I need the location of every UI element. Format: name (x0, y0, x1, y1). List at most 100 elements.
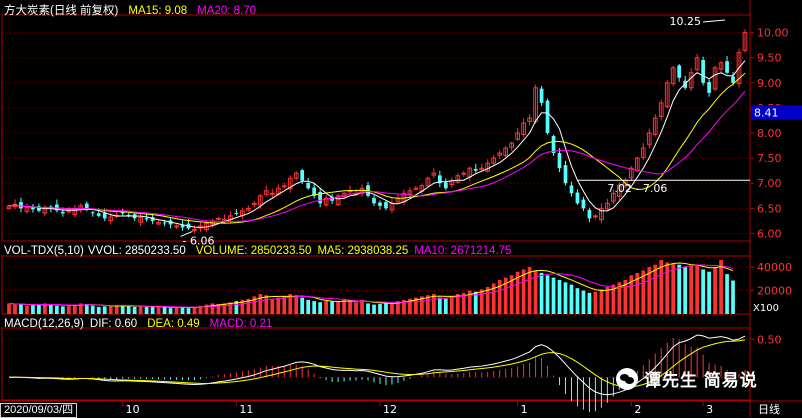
volume-bar (276, 297, 281, 314)
candle-body-down (539, 88, 544, 103)
volume-bar (647, 267, 652, 314)
candle-body-down (120, 211, 125, 214)
vvol-value: VVOL: 2850233.50 (87, 245, 186, 257)
volume-bar (593, 291, 598, 314)
volume-bar (258, 294, 263, 314)
volume-bar (557, 279, 562, 314)
volume-bar (366, 303, 370, 314)
macd-header: MACD(12,26,9) DIF: 0.60 DEA: 0.49 MACD: 0.2… (4, 318, 282, 330)
candle-body-down (318, 192, 323, 204)
candle-body-down (575, 192, 580, 204)
candle-body-down (102, 212, 107, 219)
candle-body-up (515, 132, 520, 140)
ma20-value: MA20: 8.70 (197, 5, 257, 17)
volume-bar (509, 275, 514, 314)
candle-body-up (216, 217, 221, 220)
volume-bar (623, 279, 628, 314)
candle-body-down (84, 203, 89, 210)
volume-bar (132, 306, 137, 314)
candle-body-up (78, 205, 84, 210)
volume-bar (467, 290, 472, 314)
volume-bar (222, 303, 227, 314)
volume-bar (527, 267, 532, 314)
price-tick-label: 7.00 (757, 177, 782, 190)
candle-body-down (90, 212, 95, 214)
candle-body-up (479, 167, 485, 170)
ma15-value: MA15: 9.08 (128, 5, 188, 17)
volume-value: VOLUME: 2850233.50 (195, 245, 312, 257)
volume-bar (7, 303, 11, 314)
volume-bar (138, 305, 143, 314)
candle-body-down (551, 136, 556, 154)
volume-bar (300, 297, 305, 314)
candle-body-up (497, 152, 503, 156)
volume-bar (485, 287, 490, 314)
candle-body-up (503, 147, 509, 156)
current-price-box (751, 105, 802, 120)
volume-bar (551, 277, 556, 314)
candle-body-up (287, 177, 293, 190)
volume-bar (49, 304, 53, 314)
candle-body-up (425, 177, 431, 187)
candle-body-down (378, 202, 382, 206)
volume-bar (43, 303, 47, 314)
volume-bar (455, 294, 460, 314)
volume-bar (66, 305, 71, 314)
candle-body-down (725, 61, 729, 73)
volume-bar (31, 305, 35, 314)
vol-ma5-value: MA5: 2938038.25 (317, 245, 409, 257)
volume-bar (318, 302, 323, 314)
candle-body-up (407, 190, 413, 195)
volume-bar (13, 304, 17, 314)
volume-bar (437, 297, 442, 314)
candle-body-down (162, 222, 167, 224)
price-tick-label: 10.00 (757, 27, 789, 40)
volume-bar (156, 307, 161, 314)
volume-bar (372, 304, 376, 314)
volume-bar (210, 303, 215, 314)
high-annotation-arrow (703, 19, 726, 23)
volume-bar (713, 267, 717, 314)
candle-body-down (31, 207, 35, 210)
main-chart-header: 方大炭素(日线 前复权) MA15: 9.08 MA20: 8.70 (4, 2, 266, 18)
volume-bar (545, 275, 550, 314)
candle-body-down (557, 153, 562, 169)
candle-body-down (330, 196, 334, 201)
volume-bar (408, 298, 412, 314)
volume-bar (324, 301, 328, 314)
volume-bar (72, 304, 77, 314)
candle-body-up (251, 202, 257, 206)
volume-bar (150, 306, 155, 314)
month-label: 2 (634, 403, 641, 416)
volume-bar (354, 302, 358, 314)
volume-bar (539, 272, 544, 314)
volume-bar (192, 306, 197, 314)
candle-body-up (611, 192, 616, 202)
volume-bar (378, 304, 382, 314)
candle-body-up (593, 215, 598, 218)
volume-bar (617, 282, 622, 314)
volume-bar (677, 264, 682, 314)
month-label: 10 (126, 403, 140, 416)
vol-ma10-value: MA10: 2671214.75 (414, 245, 512, 257)
dif-line (8, 334, 746, 396)
volume-bar (563, 282, 568, 314)
volume-bar (719, 260, 723, 314)
month-label: 11 (239, 403, 253, 416)
candle-body-down (19, 202, 23, 209)
volume-bar (683, 267, 688, 314)
candle-body-down (437, 175, 442, 184)
candle-body-up (245, 207, 251, 211)
candle-body-down (37, 206, 41, 211)
volume-bar (479, 289, 484, 314)
candle-body-up (192, 228, 197, 231)
candle-body-up (736, 52, 742, 85)
volume-bar (431, 294, 436, 314)
volume-bar (264, 295, 269, 314)
volume-bar (725, 274, 729, 314)
volume-bar (240, 299, 245, 314)
volume-bar (473, 291, 478, 314)
candle-body-down (563, 165, 568, 184)
volume-bar (288, 294, 293, 314)
